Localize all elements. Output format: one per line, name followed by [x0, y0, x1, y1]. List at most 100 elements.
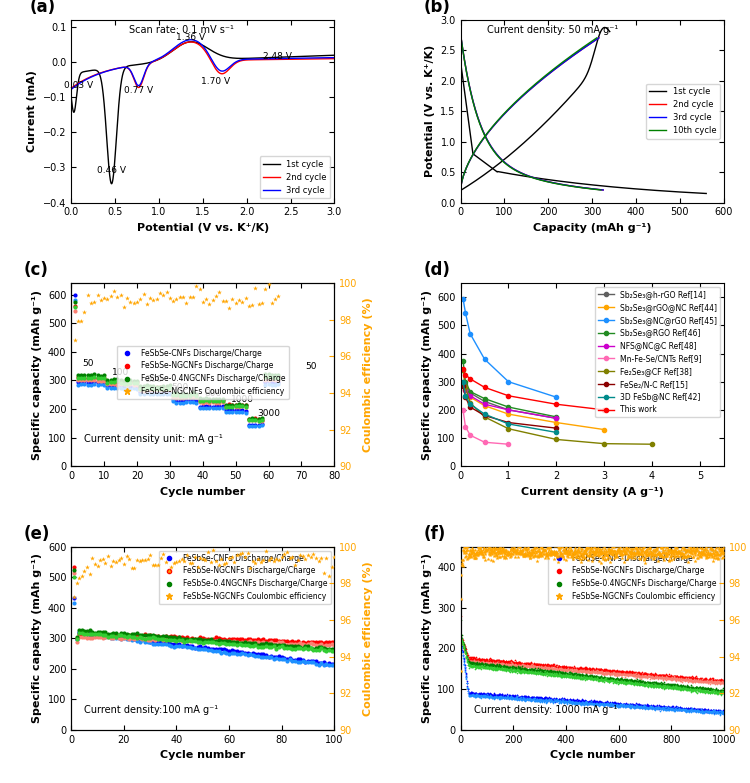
Point: [556, 669, 568, 681]
Point: [580, 549, 592, 561]
Point: [134, 631, 146, 644]
Point: [226, 636, 238, 648]
Point: [570, 669, 582, 681]
Point: [662, 671, 674, 684]
Point: [578, 674, 590, 687]
Point: [590, 662, 602, 674]
Point: [577, 696, 589, 709]
Point: [701, 686, 713, 698]
Point: [533, 665, 545, 677]
Point: [154, 630, 166, 643]
Point: [170, 638, 182, 651]
Point: [704, 674, 716, 687]
Point: [493, 660, 505, 673]
Point: [684, 672, 696, 684]
Point: [94, 294, 106, 306]
Point: [709, 704, 721, 716]
Point: [465, 658, 477, 670]
Point: [700, 674, 712, 687]
Point: [184, 640, 196, 652]
Point: [687, 675, 699, 687]
Point: [505, 654, 517, 666]
Point: [706, 675, 718, 687]
Point: [565, 662, 577, 674]
Point: [594, 696, 606, 709]
Point: [491, 550, 503, 562]
Point: [141, 387, 153, 399]
Point: [502, 690, 514, 702]
Point: [473, 542, 485, 554]
Point: [688, 684, 700, 696]
Point: [584, 662, 596, 675]
Point: [620, 701, 632, 713]
Point: [706, 551, 718, 564]
Point: [526, 658, 538, 670]
Point: [578, 669, 590, 682]
Point: [226, 406, 238, 418]
Point: [520, 661, 532, 673]
Point: [472, 687, 484, 700]
Point: [540, 694, 552, 706]
Point: [670, 702, 682, 715]
Point: [567, 668, 579, 680]
3D FeSb@NC Ref[42]: [480, 410, 489, 419]
Point: [131, 631, 143, 644]
Point: [516, 660, 528, 673]
Point: [710, 685, 722, 698]
Point: [461, 655, 473, 668]
Point: [712, 548, 724, 561]
Point: [651, 670, 663, 683]
Point: [134, 384, 146, 396]
Point: [562, 663, 574, 676]
Point: [556, 695, 568, 707]
3D FeSb@NC Ref[42]: [466, 399, 475, 409]
Point: [657, 550, 669, 563]
Point: [498, 659, 510, 671]
Point: [602, 664, 614, 677]
Point: [546, 668, 558, 680]
Point: [710, 704, 722, 716]
Point: [682, 544, 694, 557]
Point: [257, 651, 269, 663]
Point: [74, 627, 86, 640]
Point: [662, 681, 674, 694]
Point: [602, 699, 613, 712]
1st cycle: [195, 39, 204, 49]
Line: 1st cycle: 1st cycle: [71, 41, 334, 184]
Point: [581, 662, 593, 674]
Point: [550, 546, 562, 558]
Point: [590, 674, 602, 687]
Point: [683, 703, 695, 716]
Point: [184, 388, 196, 400]
Point: [680, 672, 692, 684]
Point: [541, 661, 553, 673]
Point: [676, 671, 688, 684]
Point: [693, 703, 705, 716]
Sb₂Se₃@NC@rGO Ref[45]: [504, 377, 513, 386]
Point: [590, 666, 602, 679]
Point: [714, 548, 726, 561]
Point: [710, 684, 722, 697]
Point: [639, 670, 651, 683]
Point: [459, 537, 471, 550]
Point: [94, 629, 106, 641]
Point: [662, 544, 674, 557]
Point: [548, 669, 560, 682]
Point: [462, 552, 474, 565]
Point: [587, 696, 599, 709]
3rd cycle: [187, 35, 196, 45]
Point: [266, 637, 278, 650]
Point: [236, 637, 248, 649]
Point: [184, 390, 196, 402]
Point: [526, 666, 538, 679]
Point: [698, 705, 709, 717]
Point: [710, 542, 722, 554]
Point: [112, 629, 125, 641]
Point: [488, 660, 500, 673]
Point: [691, 686, 703, 698]
Point: [674, 702, 686, 714]
Point: [567, 670, 579, 683]
Point: [484, 691, 496, 703]
Point: [542, 544, 554, 557]
Point: [585, 662, 597, 675]
